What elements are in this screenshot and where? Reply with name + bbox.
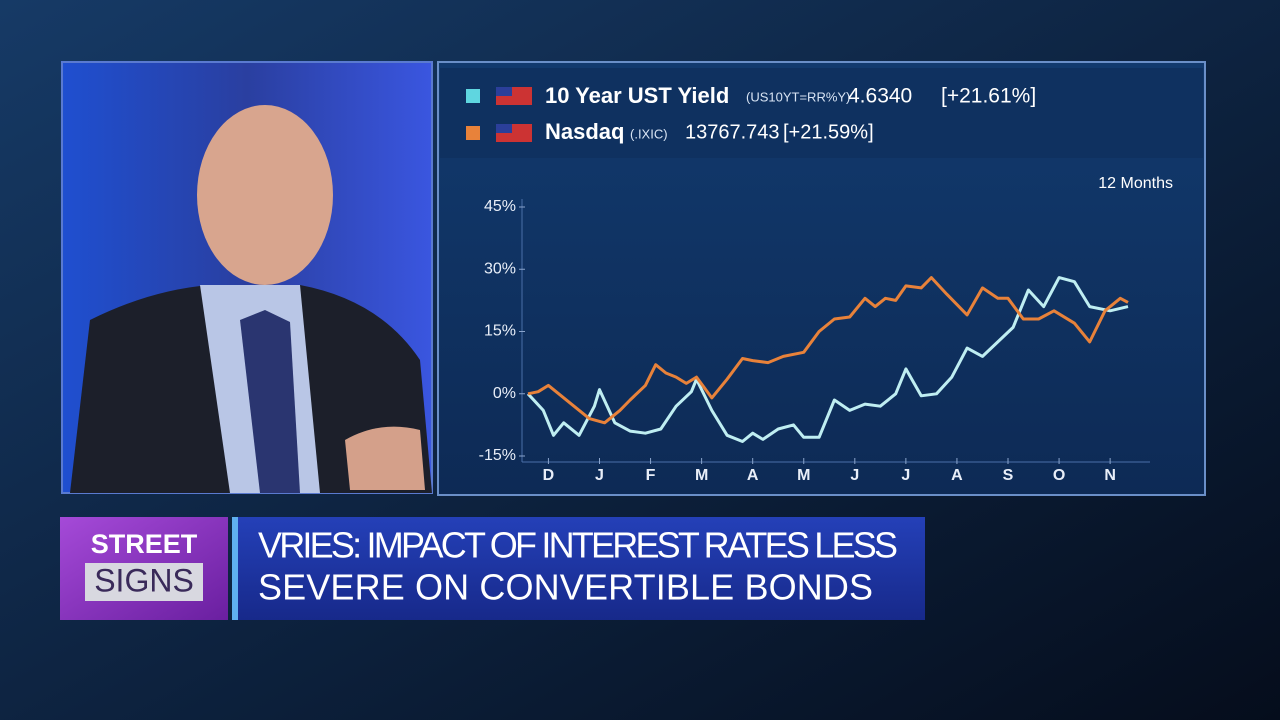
period-label: 12 Months bbox=[1098, 175, 1173, 192]
x-tick-label: N bbox=[1104, 467, 1116, 484]
legend-change: [+21.59%] bbox=[783, 121, 874, 143]
x-tick-label: M bbox=[797, 467, 810, 484]
legend-change: [+21.61%] bbox=[941, 85, 1036, 108]
legend-swatch bbox=[466, 126, 480, 140]
x-tick-label: A bbox=[747, 467, 759, 484]
x-tick-label: A bbox=[951, 467, 963, 484]
video-feed bbox=[61, 61, 433, 494]
y-tick-label: -15% bbox=[479, 447, 516, 464]
x-tick-label: M bbox=[695, 467, 708, 484]
series-line bbox=[526, 276, 1129, 443]
headline-line: VRIES: IMPACT OF INTEREST RATES LESS bbox=[258, 525, 898, 566]
x-tick-label: S bbox=[1003, 467, 1014, 484]
headline-accent bbox=[232, 517, 238, 620]
x-tick-label: J bbox=[850, 467, 859, 484]
legend-price: 13767.743 bbox=[685, 121, 780, 143]
legend-price: 4.6340 bbox=[848, 85, 912, 108]
legend-ric: (.IXIC) bbox=[630, 126, 668, 141]
plot: -15% 0% 15% 30% 45% D J F M A M J J A S O N bbox=[479, 198, 1150, 484]
legend-ric: (US10YT=RR%Y) bbox=[746, 89, 850, 104]
series-line bbox=[527, 276, 1129, 425]
x-tick-label: D bbox=[543, 467, 555, 484]
headline-line: SEVERE ON CONVERTIBLE BONDS bbox=[258, 567, 873, 608]
x-tick-label: O bbox=[1053, 467, 1065, 484]
y-tick-label: 15% bbox=[484, 323, 516, 340]
legend-swatch bbox=[466, 89, 480, 103]
legend-name: Nasdaq bbox=[545, 119, 624, 144]
legend-name: 10 Year UST Yield bbox=[545, 83, 729, 108]
flag bbox=[496, 87, 512, 96]
headline-box bbox=[232, 517, 925, 620]
flag bbox=[496, 124, 512, 133]
x-tick-label: F bbox=[646, 467, 656, 484]
y-tick-label: 0% bbox=[493, 385, 516, 402]
y-tick-label: 45% bbox=[484, 198, 516, 215]
logo-plate bbox=[85, 563, 203, 601]
legend-panel bbox=[440, 68, 1203, 158]
logo-top: STREET bbox=[91, 529, 198, 559]
x-tick-label: J bbox=[595, 467, 604, 484]
x-tick-label: J bbox=[901, 467, 910, 484]
logo-bottom: SIGNS bbox=[94, 562, 194, 598]
y-tick-label: 30% bbox=[484, 260, 516, 277]
